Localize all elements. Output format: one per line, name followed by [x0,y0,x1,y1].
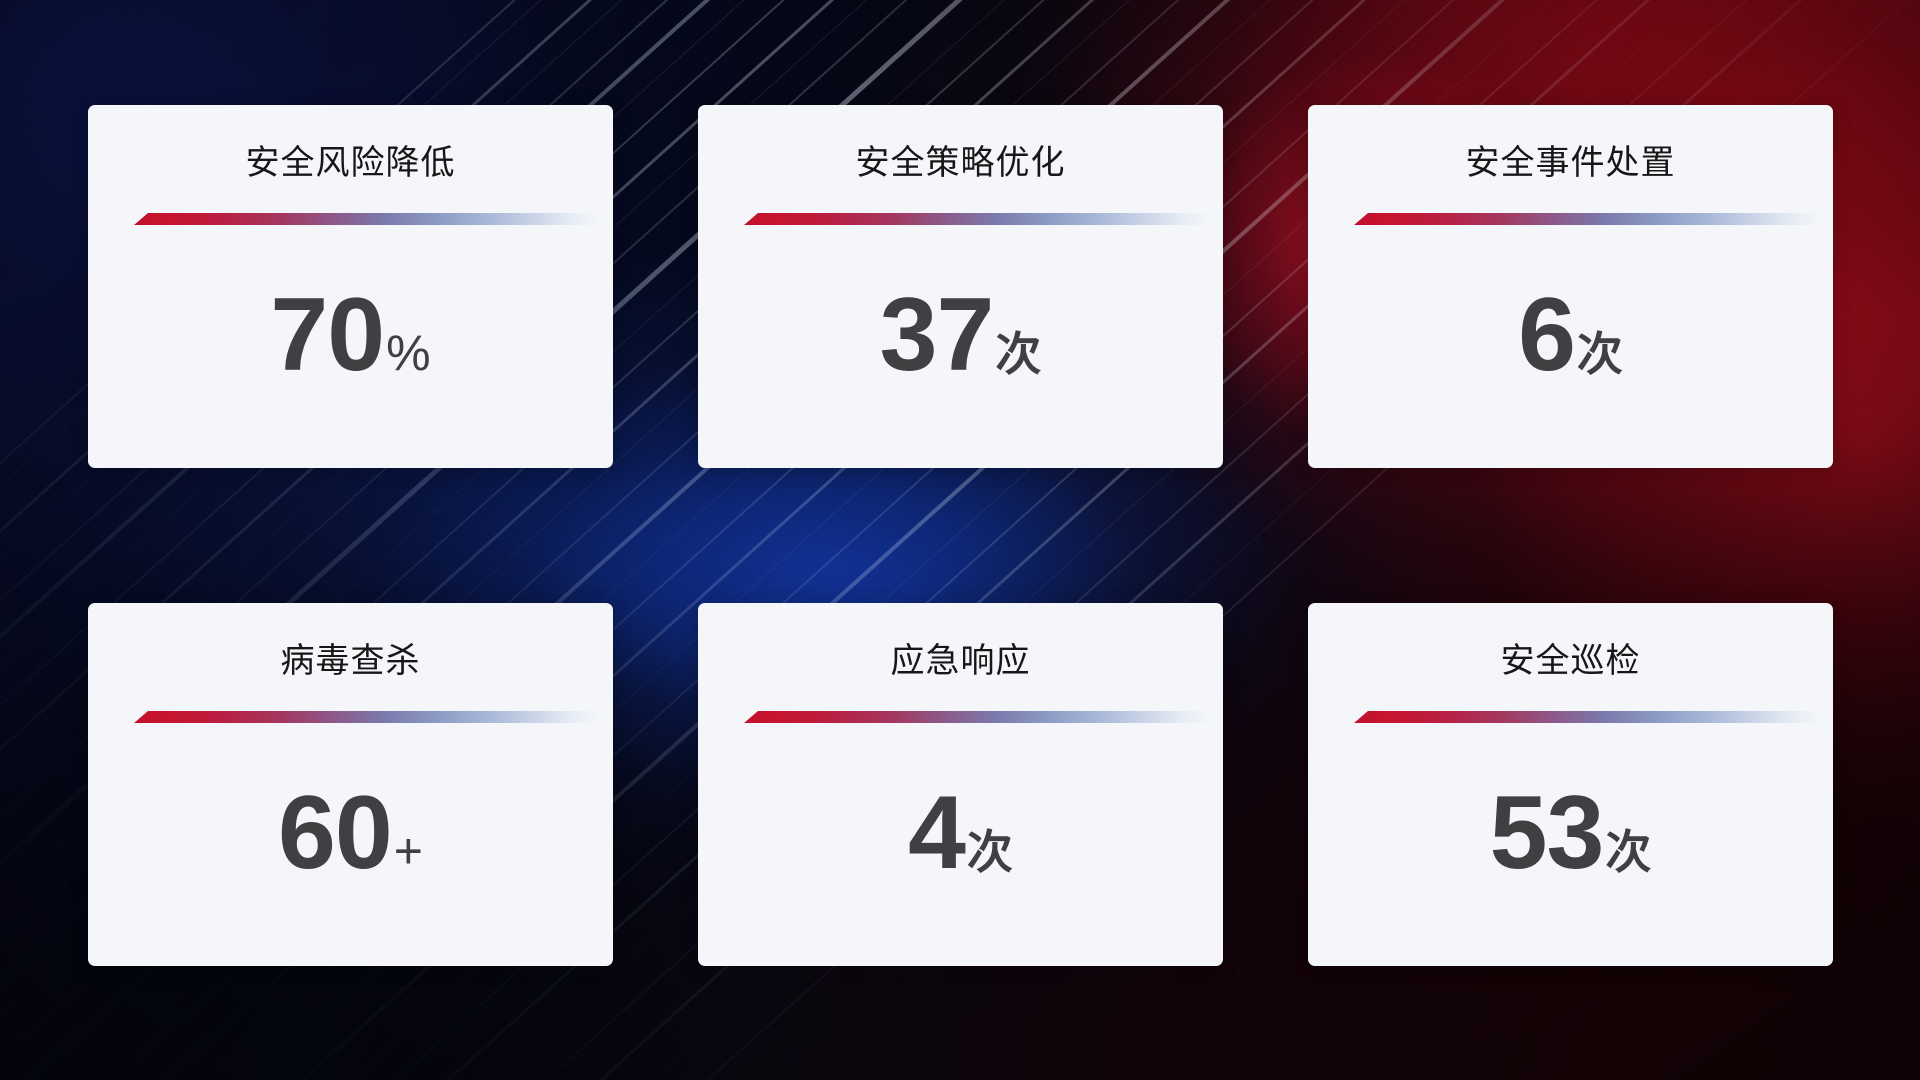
metric-card-accent-rule [1354,711,1817,723]
metric-card-value: 6次 [1308,283,1833,387]
accent-rule-gradient [1354,711,1817,723]
metric-card-title: 应急响应 [890,642,1031,680]
metric-value-number: 70 [270,277,385,393]
metric-card-grid: 安全风险降低 70% 安全策略优化 37次 安全事件处置 6次 病毒查杀 60+ 应急响应 4次安… [88,105,1834,966]
metric-value-suffix: 次 [1576,328,1623,380]
metric-card-accent-rule [134,213,597,225]
accent-rule-gradient [1354,213,1817,225]
metric-card-title: 安全事件处置 [1465,144,1676,182]
accent-rule-gradient [744,711,1207,723]
metric-value-number: 6 [1518,277,1576,393]
metric-value-suffix: % [386,325,431,381]
metric-value-suffix: + [393,823,423,879]
metric-card[interactable]: 安全风险降低 70% [88,105,613,468]
metric-card-value: 4次 [698,781,1223,885]
metric-value-number: 60 [278,775,393,891]
metric-card-title: 安全策略优化 [855,144,1066,182]
metric-value-number: 37 [879,277,995,393]
metric-card-title: 安全风险降低 [245,144,456,182]
metric-card-accent-rule [744,213,1207,225]
metric-card-accent-rule [1354,213,1817,225]
metric-card[interactable]: 安全策略优化 37次 [698,105,1223,468]
metric-card-title: 安全巡检 [1500,642,1641,680]
metric-card-value: 37次 [698,283,1223,387]
metric-card-title: 病毒查杀 [280,642,421,680]
accent-rule-gradient [134,711,597,723]
accent-rule-gradient [744,213,1207,225]
metric-value-number: 4 [908,775,966,891]
metric-value-suffix: 次 [1605,826,1652,878]
metric-card[interactable]: 安全事件处置 6次 [1308,105,1833,468]
metric-card[interactable]: 安全巡检 53次 [1308,603,1833,966]
metric-card[interactable]: 病毒查杀 60+ [88,603,613,966]
metric-card-value: 70% [88,283,613,387]
metric-card-accent-rule [134,711,597,723]
metric-card-value: 60+ [88,781,613,885]
metric-value-number: 53 [1489,775,1605,891]
metric-card[interactable]: 应急响应 4次 [698,603,1223,966]
accent-rule-gradient [134,213,597,225]
metric-value-suffix: 次 [966,826,1013,878]
metric-value-suffix: 次 [995,328,1042,380]
metric-card-accent-rule [744,711,1207,723]
metric-card-value: 53次 [1308,781,1833,885]
